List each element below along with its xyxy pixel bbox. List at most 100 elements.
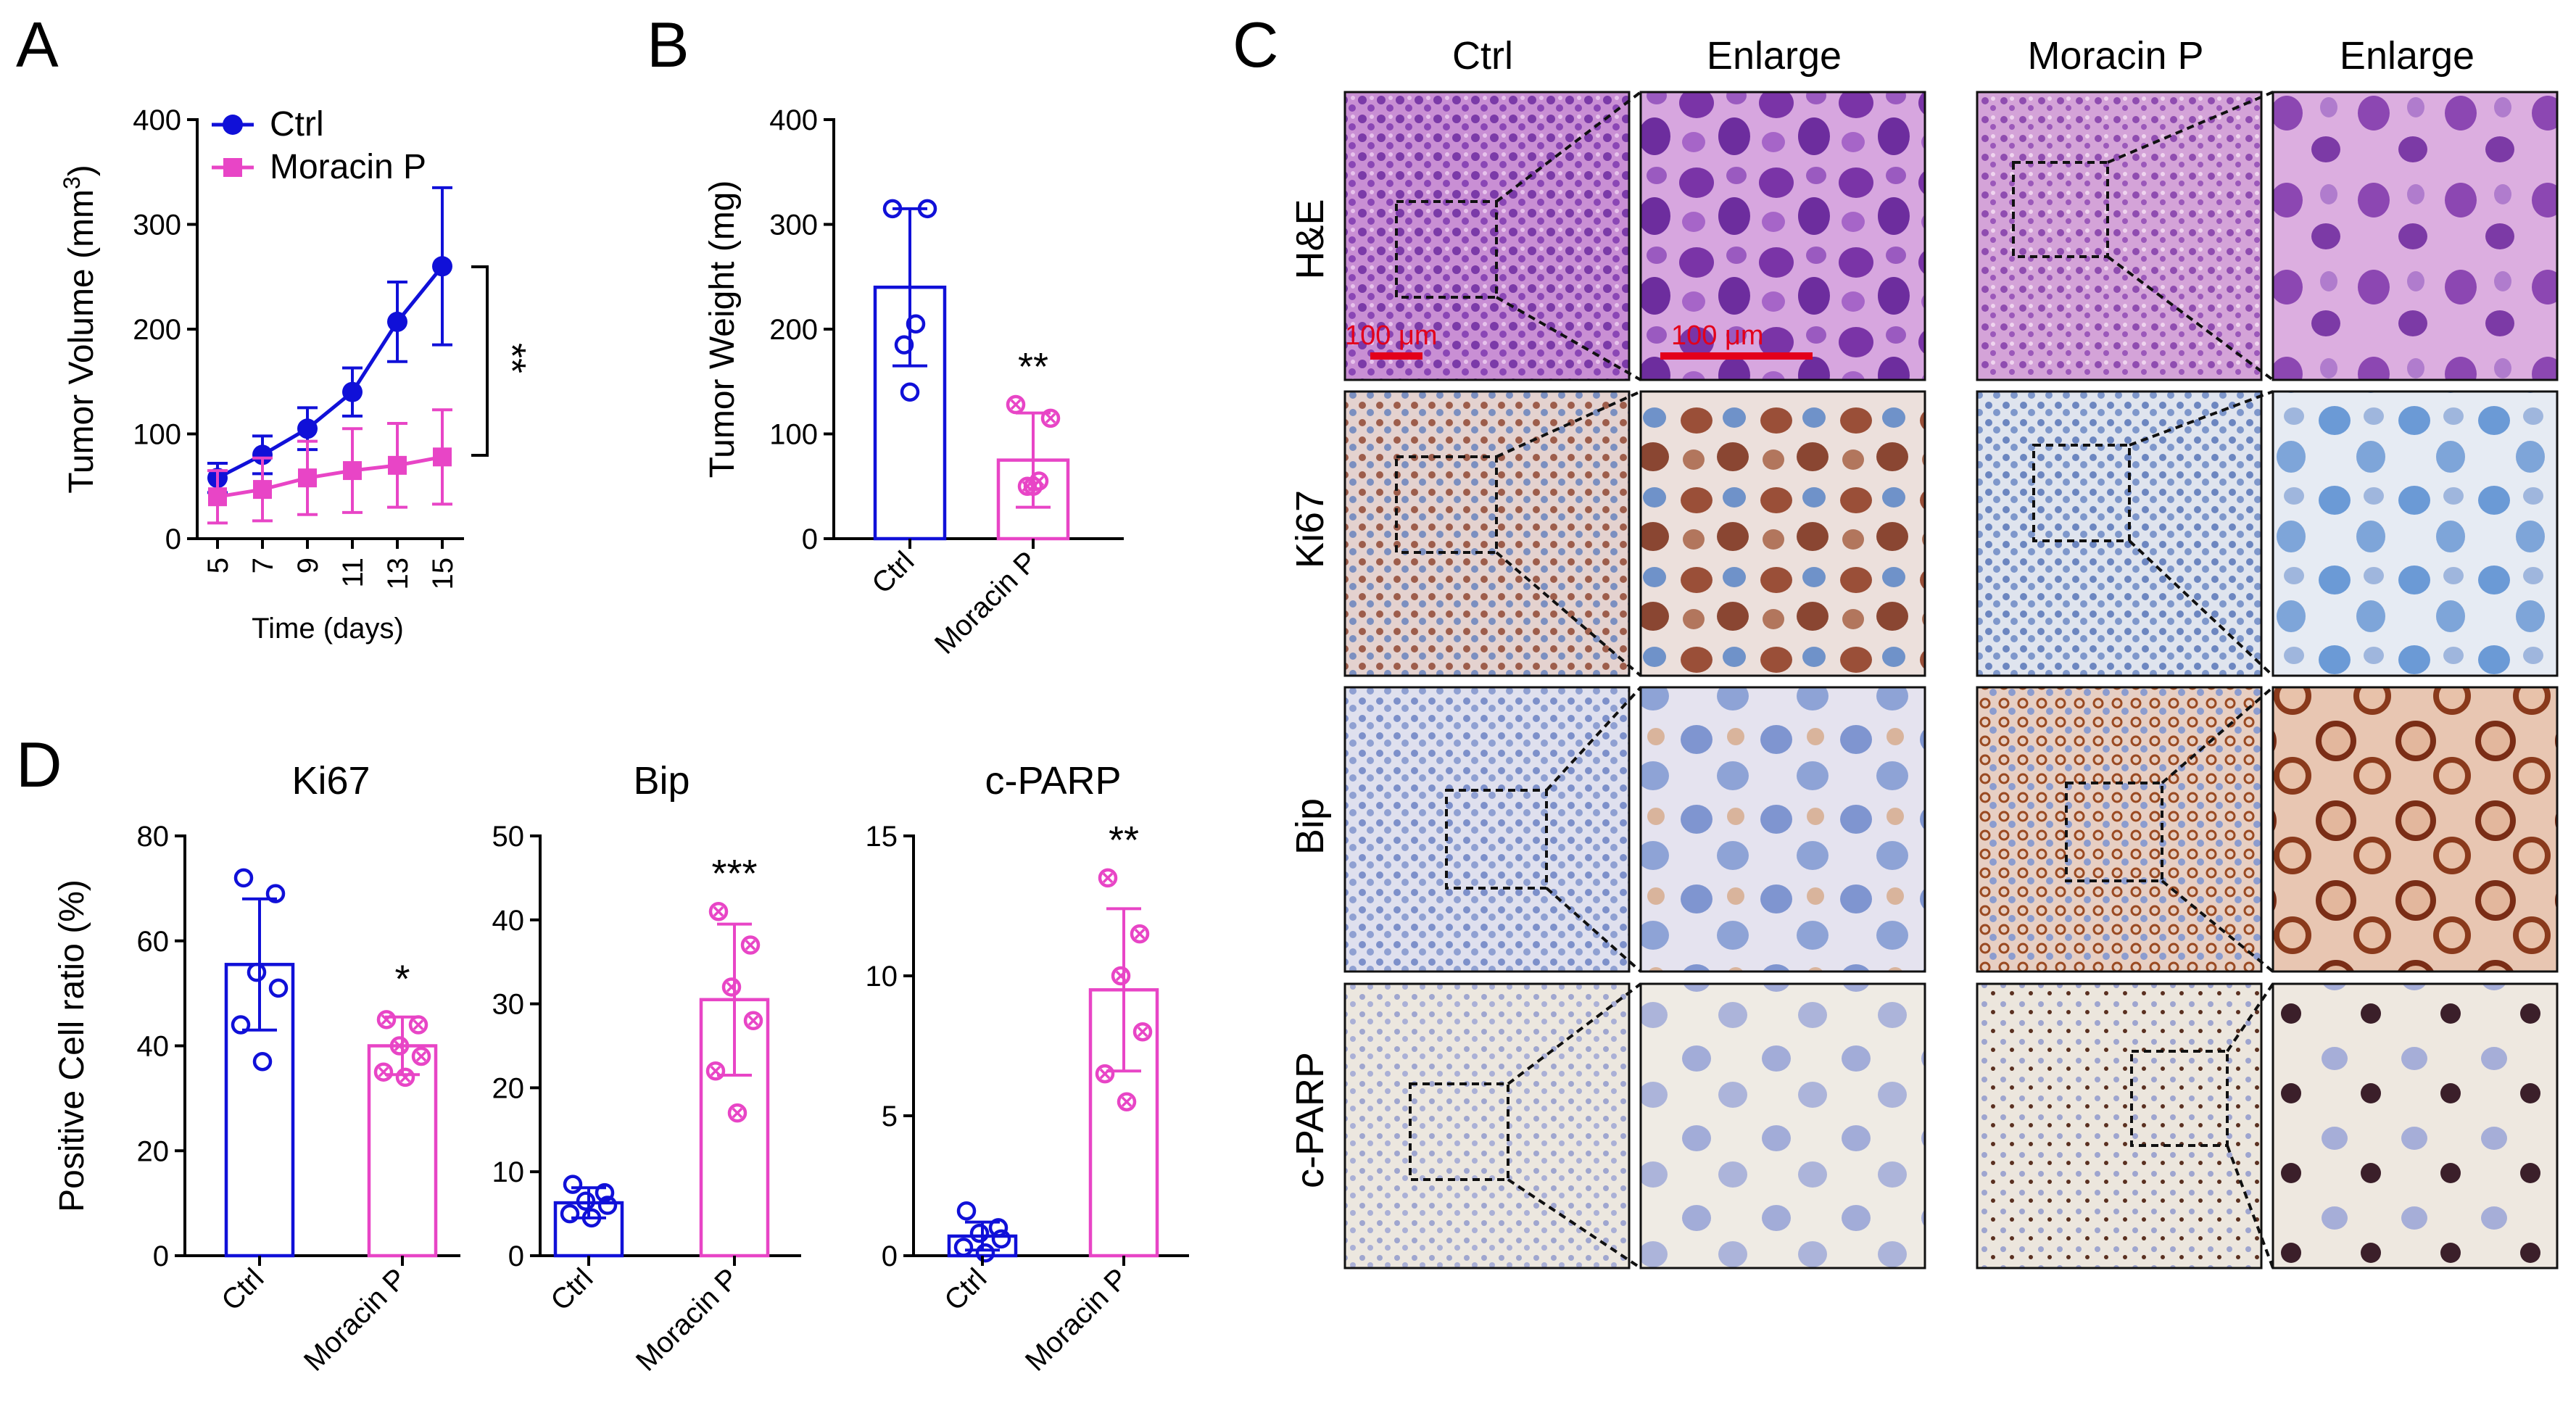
D-Bip-data-point-cross [710,1066,721,1077]
micrograph-ki67-ctrl [1343,390,1631,677]
D-Ki67-data-point [376,1010,397,1030]
B-data-point [1006,394,1026,415]
micrograph-bip-ctrl [1343,686,1631,973]
zoom-box-bip-moracin [2065,782,2163,882]
A-marker-moracin [433,447,452,467]
scale-bar-label-enlarge: 100 μm [1671,320,1764,351]
D-Ki67-x-tick-label: Moracin P [298,1262,413,1377]
D-Ki67-data-point-cross [394,1040,405,1051]
B-significance: ** [1018,345,1048,389]
D-Bip-data-point [708,901,729,921]
zoom-box-cparp-ctrl [1409,1082,1509,1181]
D-Ki67-x-tick-label: Ctrl [215,1262,270,1317]
D-cPARP-y-tick-label: 5 [882,1101,898,1132]
D-cPARP-data-point [988,1218,1009,1238]
B-data-point [1040,408,1061,428]
A-y-tick-label: 100 [133,419,181,451]
A-marker-moracin [253,480,272,500]
A-marker-ctrl [342,381,363,402]
D-cPARP-data-point-cross [1102,872,1114,884]
D-cPARP-data-point-cross [1137,1026,1148,1037]
D-Ki67-y-label: Positive Cell ratio (%) [53,879,91,1212]
A-legend-marker-ctrl [223,115,243,135]
panel-d-bip-chart: 0 10 20 30 40 50 Ctrl Moracin P *** Bip [492,759,801,1378]
A-x-tick-label: 7 [247,558,279,573]
row-label-bip: Bip [1288,798,1332,855]
A-marker-moracin [388,455,407,475]
zoom-box-bip-ctrl [1445,789,1548,890]
A-marker-ctrl [297,418,318,439]
D-cPARP-data-point [969,1223,990,1243]
D-Ki67-data-point [231,1015,251,1035]
B-y-tick-label: 100 [769,419,818,451]
row-label-ki67: Ki67 [1288,490,1332,568]
panel-d-ki67-chart: 0 20 40 60 80 Ctrl Moracin P * Ki67 Positive Cell… [53,759,460,1378]
zoom-box-ki67-moracin [2032,444,2131,542]
D-Ki67-data-point [395,1067,415,1088]
A-x-label: Time (days) [252,613,404,645]
micrograph-ki67-ctrl-enlarge [1639,390,1926,677]
micrograph-he-moracin-enlarge [2271,91,2559,381]
D-cPARP-data-point [1130,924,1150,944]
A-y-tick-label: 200 [133,314,181,346]
panel-c-micrographs: Ctrl Enlarge Moracin P Enlarge H&E Ki67 … [1288,34,2559,1269]
zoom-box-he-moracin [2012,161,2109,258]
D-cPARP-data-point [975,1243,995,1263]
D-cPARP-significance: ** [1109,819,1139,862]
B-y-tick-label: 300 [769,210,818,241]
D-cPARP-data-point-cross [1099,1068,1111,1080]
D-Bip-significance: *** [711,852,757,895]
panel-label-b: B [647,9,689,80]
panel-d-cparp-chart: 0 5 10 15 Ctrl Moracin P ** c-PARP [866,759,1189,1378]
D-Ki67-data-point [233,868,254,888]
micrograph-he-moracin [1976,91,2263,381]
zoom-box-he-ctrl [1395,200,1498,299]
panel-label-a: A [16,9,59,80]
micrograph-cparp-moracin-enlarge [2271,982,2559,1269]
scale-bar-enlarge [1660,352,1813,360]
D-Ki67-y-tick-label: 60 [137,926,170,958]
A-x-tick-label: 11 [337,558,369,588]
A-marker-ctrl [387,311,407,332]
D-Bip-data-point-cross [745,940,756,950]
D-cPARP-data-point [991,1229,1011,1249]
D-cPARP-data-point [1111,966,1131,986]
D-Ki67-data-point [252,1051,273,1072]
D-Bip-data-point [597,1196,618,1215]
A-marker-ctrl [432,256,452,277]
D-Ki67-data-point-cross [399,1072,411,1083]
D-cPARP-y-tick-label: 10 [866,961,898,993]
B-data-point-cross [1010,399,1022,410]
D-Bip-data-point [560,1204,580,1224]
A-marker-ctrl [252,444,273,465]
A-series-line-ctrl [216,265,444,480]
A-significance: ** [490,343,534,373]
B-data-point [882,199,903,219]
D-cPARP-data-point [956,1201,977,1221]
D-cPARP-data-point-cross [1115,970,1127,982]
D-Ki67-data-point [247,962,267,982]
D-cPARP-y-tick-label: 15 [866,821,898,853]
D-cPARP-data-point [953,1238,974,1257]
D-Bip-data-point-cross [726,982,737,993]
D-Ki67-data-point [411,1046,431,1066]
D-Ki67-title: Ki67 [291,759,370,803]
D-Ki67-y-tick-label: 80 [137,821,170,853]
D-Bip-data-point [576,1191,596,1211]
A-x-tick-label: 9 [292,558,324,573]
D-Bip-data-point [705,1061,726,1081]
D-Bip-y-tick-label: 20 [492,1072,525,1104]
D-Bip-y-tick-label: 30 [492,989,525,1021]
A-y-tick-label: 0 [165,523,181,555]
D-Ki67-data-point-cross [413,1019,424,1030]
micrograph-bip-ctrl-enlarge [1639,686,1926,973]
D-cPARP-x-tick-label: Moracin P [1019,1262,1134,1377]
B-data-point [906,314,926,334]
A-marker-moracin [343,461,362,481]
row-label-cparp: c-PARP [1288,1052,1332,1188]
A-y-tick-label: 300 [133,210,181,241]
micrograph-cparp-moracin [1976,982,2263,1269]
D-Ki67-data-point [268,978,289,998]
micrograph-cparp-ctrl-enlarge [1639,982,1926,1269]
D-Bip-data-point [743,1011,763,1031]
